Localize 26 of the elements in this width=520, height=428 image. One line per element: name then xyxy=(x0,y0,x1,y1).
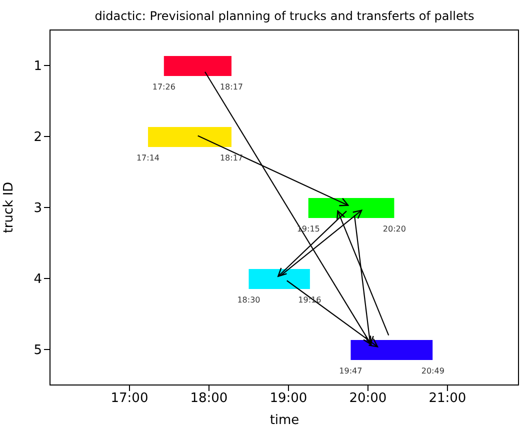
x-tick-label: 18:00 xyxy=(190,391,228,406)
y-tick-label: 2 xyxy=(34,130,42,146)
x-tick-label: 20:00 xyxy=(349,391,387,406)
chart-title: didactic: Previsional planning of trucks and transferts of pallets xyxy=(94,9,476,23)
bar xyxy=(164,56,232,76)
annotation: 17:14 xyxy=(136,154,160,162)
bar xyxy=(350,340,433,360)
annotation: 18:30 xyxy=(237,296,260,304)
y-axis-title: truck ID xyxy=(2,182,17,234)
y-tick-label: 5 xyxy=(34,343,42,358)
x-tick-label: 21:00 xyxy=(428,391,466,406)
annotation: 18:17 xyxy=(220,154,244,162)
bar xyxy=(148,127,232,147)
y-tick-label: 1 xyxy=(34,59,42,74)
annotation: 19:47 xyxy=(339,366,362,376)
annotation: 17:26 xyxy=(152,82,176,92)
x-tick-label: 17:00 xyxy=(110,391,148,406)
annotation: 20:20 xyxy=(382,224,406,234)
bar xyxy=(248,269,310,289)
annotation: 20:49 xyxy=(421,366,444,376)
x-axis-title: time xyxy=(270,413,300,428)
bar xyxy=(308,198,394,218)
y-tick-label: 4 xyxy=(34,272,42,288)
annotation: 18:17 xyxy=(220,82,244,92)
x-tick-label: 19:00 xyxy=(270,391,308,406)
y-tick-label: 3 xyxy=(34,201,42,216)
